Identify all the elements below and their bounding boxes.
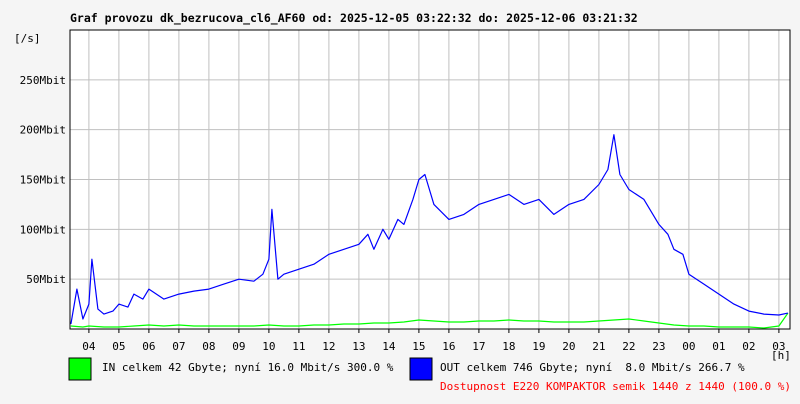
x-tick-label: 04 (82, 340, 96, 353)
plot-border (69, 29, 791, 330)
x-tick-label: 08 (202, 340, 215, 353)
y-tick-label: 200Mbit (20, 124, 66, 137)
x-tick-label: 14 (382, 340, 396, 353)
x-tick-label: 15 (412, 340, 425, 353)
series-in-line (70, 312, 789, 329)
x-tick-label: 13 (352, 340, 365, 353)
x-tick-label: 18 (502, 340, 515, 353)
legend-in-swatch (68, 357, 92, 381)
x-tick-label: 06 (142, 340, 155, 353)
series-layer (70, 134, 789, 329)
x-ticks: 04 05 06 07 08 09 10 11 12 13 14 15 16 17 18 19 20 21 22 23… (82, 329, 786, 353)
x-tick-label: 00 (682, 340, 695, 353)
y-axis-label: [/s] (14, 32, 41, 45)
x-tick-label: 23 (652, 340, 665, 353)
y-tick-label: 150Mbit (20, 174, 66, 187)
legend-out-text: OUT celkem 746 Gbyte; nyní 8.0 Mbit/s 26… (440, 361, 745, 374)
x-tick-label: 02 (742, 340, 755, 353)
x-tick-label: 05 (112, 340, 125, 353)
y-ticks: 50Mbit 100Mbit 150Mbit 200Mbit 250Mbit (20, 74, 66, 286)
x-tick-label: 21 (592, 340, 605, 353)
series-out-line (70, 134, 789, 325)
x-tick-label: 20 (562, 340, 575, 353)
y-tick-label: 50Mbit (26, 273, 66, 286)
x-tick-label: 16 (442, 340, 455, 353)
x-tick-label: 12 (322, 340, 335, 353)
x-tick-label: 10 (262, 340, 275, 353)
x-tick-label: 09 (232, 340, 245, 353)
y-tick-label: 100Mbit (20, 223, 66, 236)
legend-out-swatch (409, 357, 433, 381)
x-tick-label: 07 (172, 340, 185, 353)
y-tick-label: 250Mbit (20, 74, 66, 87)
x-tick-label: 22 (622, 340, 635, 353)
legend-in-text: IN celkem 42 Gbyte; nyní 16.0 Mbit/s 300… (102, 361, 394, 374)
availability-text: Dostupnost E220 KOMPAKTOR semik 1440 z 1… (440, 380, 791, 393)
x-tick-label: 17 (472, 340, 485, 353)
x-tick-label: 03 (772, 340, 785, 353)
x-tick-label: 01 (712, 340, 725, 353)
x-axis-label: [h] (771, 349, 791, 362)
x-tick-label: 11 (292, 340, 305, 353)
x-tick-label: 19 (532, 340, 545, 353)
chart-title: Graf provozu dk_bezrucova_cl6_AF60 od: 2… (70, 11, 638, 26)
